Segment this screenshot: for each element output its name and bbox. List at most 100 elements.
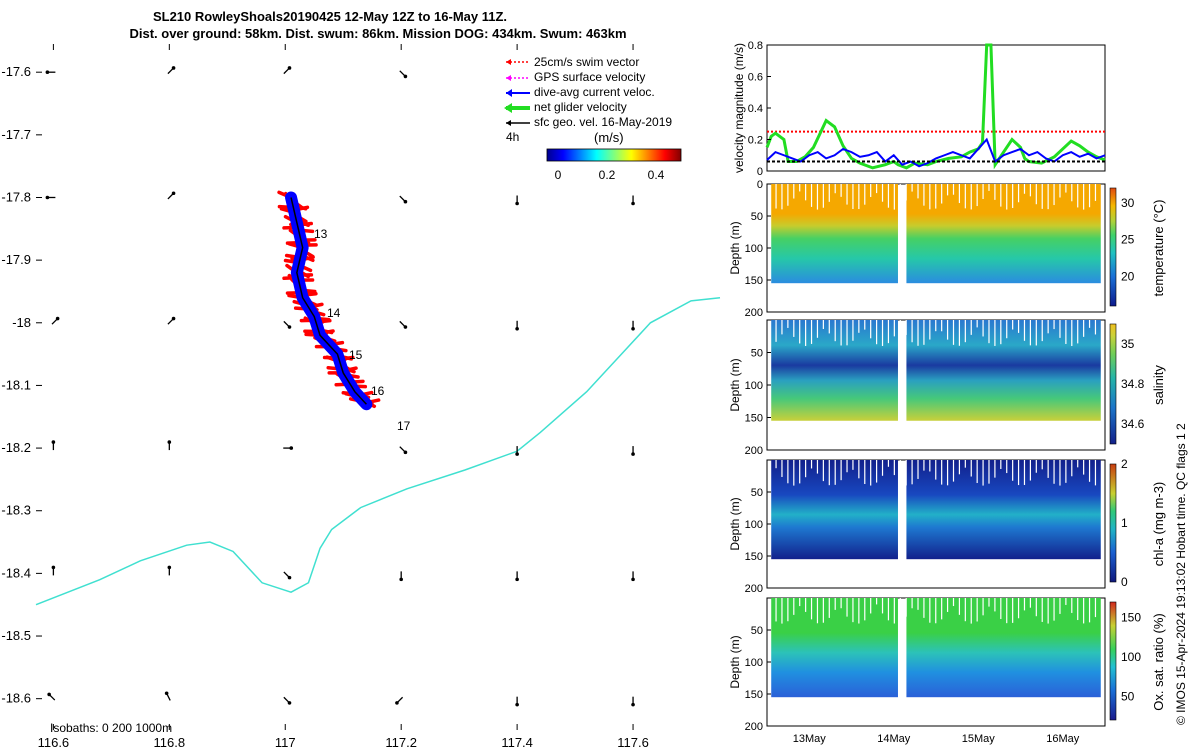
cast-gap [1006,184,1008,210]
cast-gap [1006,320,1008,339]
cast-gap [1029,320,1031,346]
speed-colorbar [546,148,682,162]
cast-gap [881,460,884,476]
cast-gap [781,460,783,477]
colorbar-tick-label: 25 [1121,233,1135,247]
cast-gap [846,320,848,346]
cast-gap [976,460,978,484]
cast-gap [787,460,789,484]
cast-gap [816,184,819,210]
cast-gap [1065,598,1067,605]
cast-gap [793,320,795,337]
cast-gap [805,184,807,201]
legend-label: 25cm/s swim vector [534,55,639,69]
section-y-tick-label: 150 [745,275,763,287]
cast-gap [994,460,996,478]
cast-gap [828,598,830,618]
glider-track [277,190,381,411]
cast-gap [1053,460,1055,484]
section-y-tick-label: 150 [745,551,763,563]
map-axes: 116.6 116.8 117 117.2 117.4 117.6 -17.6 -17.7 -1… [1,44,649,750]
cast-gap [858,320,860,333]
cast-gap [1088,460,1091,482]
cast-gap [941,320,943,332]
section-y-tick-label: 150 [745,689,763,701]
cast-gap [828,184,830,202]
cast-gap [793,460,795,486]
cast-gap [793,598,795,615]
cast-gap [816,320,819,338]
map-x-tick-label: 117.2 [385,735,417,750]
section-ylabel: Depth (m) [728,497,742,550]
section-data [771,598,898,698]
cast-gap [964,460,966,468]
map-y-tick-label: -17.7 [1,127,31,142]
arrowhead-icon [403,74,408,79]
arrowhead-icon [631,452,635,456]
cast-gap [1047,320,1049,334]
section-colorbar [1109,187,1117,307]
cast-gap [1077,460,1079,468]
cast-gap [923,598,925,618]
cast-gap [1035,460,1037,473]
cast-gap [1059,320,1061,338]
section-y-tick-label: 50 [751,348,763,360]
cast-gap [781,320,783,335]
velocity-y-tick-label: 0 [757,166,763,178]
cast-gap [834,320,836,342]
arrowhead-icon [287,701,292,705]
cast-gap [870,598,872,614]
cast-gap [893,598,895,624]
cast-gap [1012,460,1014,481]
cast-gap [864,320,866,330]
cast-gap [816,598,819,624]
cast-gap [870,320,872,339]
cast-gap [899,460,901,483]
cast-gap [787,184,789,206]
cast-gap [810,598,813,620]
cast-gap [1023,598,1026,611]
arrowhead-icon [506,120,511,126]
cast-gap [935,460,937,480]
section-panel-temperature-section: 20 25 30 temperature (°C) Depth (m) 0 50 100 150… [728,179,1166,319]
cast-gap [805,460,807,478]
map-y-tick-label: -18.1 [1,377,31,392]
cast-gap [799,460,801,484]
cast-gap [982,320,984,337]
cast-gap [840,184,842,197]
cast-gap [946,320,949,340]
cast-gap [905,320,907,335]
arrowhead-icon [504,103,512,113]
cast-gap [858,460,860,479]
cast-gap [911,460,913,485]
cast-gap [828,460,830,486]
cast-gap [988,184,990,191]
cast-gap [893,184,895,210]
velocity-series [765,43,1106,170]
cast-gap [1012,598,1014,623]
isobath-line [35,296,721,606]
colorbar-title: (m/s) [594,130,624,145]
cast-gap [905,460,907,486]
cast-gap [799,184,801,192]
section-y-tick-label: 50 [751,625,763,637]
arrowhead-icon [631,326,635,331]
cast-gap [952,598,955,607]
cast-gap [1029,184,1031,197]
footer-credit: © IMOS 15-Apr-2024 19:13:02 Hobart time.… [1174,423,1188,725]
section-y-tick-label: 200 [745,445,763,457]
cast-gap [929,598,931,623]
map-x-tick-label: 116.6 [38,735,70,750]
legend-label: GPS surface velocity [534,70,645,84]
cast-gap [970,598,972,624]
section-ylabel: Depth (m) [728,358,742,411]
velocity-y-tick-label: 0.4 [748,103,763,115]
geostrophic-arrows [45,66,635,707]
cast-gap [988,460,990,484]
arrowhead-icon [164,691,169,696]
cast-gap [822,598,824,623]
arrowhead-icon [403,199,408,204]
colorbar-tick: 0 [555,168,562,182]
cast-gap [1083,460,1085,475]
